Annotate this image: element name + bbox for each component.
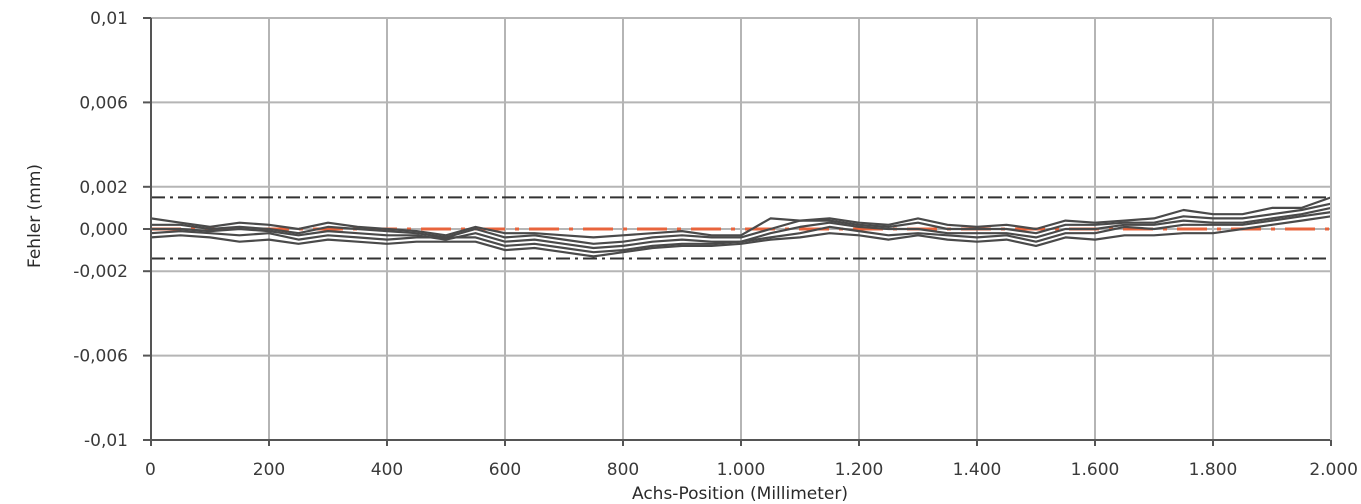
x-tick-label: 0 (145, 460, 156, 480)
x-tick-label: 1.800 (1189, 460, 1238, 480)
x-tick-label: 1.000 (717, 460, 766, 480)
series-line-4 (150, 211, 1332, 254)
y-axis-title: Fehler (mm) (25, 164, 45, 268)
reference-lines (151, 196, 1331, 260)
x-tick-label: 2.000 (1309, 460, 1358, 480)
y-tick-label: 0,01 (90, 9, 128, 29)
x-tick-label: 1.600 (1071, 460, 1120, 480)
series-line-2 (151, 202, 1332, 245)
x-tick-label: 200 (253, 460, 285, 480)
x-tick-label: 1.200 (835, 460, 884, 480)
series-line-5 (150, 215, 1332, 258)
series-lines (150, 196, 1332, 258)
x-tick-label: 800 (607, 460, 639, 480)
x-axis-title: Achs-Position (Millimeter) (632, 484, 848, 504)
y-tick-label: -0,002 (73, 262, 128, 282)
y-tick-label: -0,01 (84, 431, 128, 451)
y-tick-label: 0,002 (79, 178, 128, 198)
y-tick-label: 0,000 (79, 220, 128, 240)
tick-labels: 0,01 0,006 0,002 0,000 -0,002 -0,006 -0,01 0 200… (73, 9, 1358, 480)
y-tick-label: -0,006 (73, 347, 128, 367)
axes (143, 17, 1332, 446)
x-tick-label: 600 (489, 460, 521, 480)
x-tick-label: 1.400 (953, 460, 1002, 480)
x-tick-label: 400 (371, 460, 403, 480)
y-tick-label: 0,006 (79, 93, 128, 113)
series-line-1 (150, 196, 1332, 239)
